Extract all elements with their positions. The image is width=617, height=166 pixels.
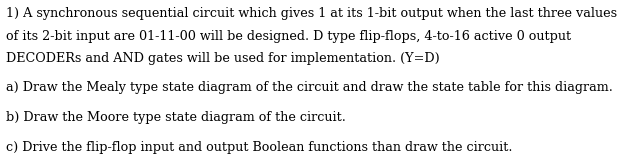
Text: a) Draw the Mealy type state diagram of the circuit and draw the state table for: a) Draw the Mealy type state diagram of … [6,81,613,94]
Text: DECODERs and AND gates will be used for implementation. (Y=D): DECODERs and AND gates will be used for … [6,52,440,65]
Text: of its 2-bit input are 01-11-00 will be designed. D type flip-flops, 4-to-16 act: of its 2-bit input are 01-11-00 will be … [6,30,571,43]
Text: 1) A synchronous sequential circuit which gives 1 at its 1-bit output when the l: 1) A synchronous sequential circuit whic… [6,7,617,20]
Text: b) Draw the Moore type state diagram of the circuit.: b) Draw the Moore type state diagram of … [6,111,346,124]
Text: c) Drive the flip-flop input and output Boolean functions than draw the circuit.: c) Drive the flip-flop input and output … [6,141,513,154]
